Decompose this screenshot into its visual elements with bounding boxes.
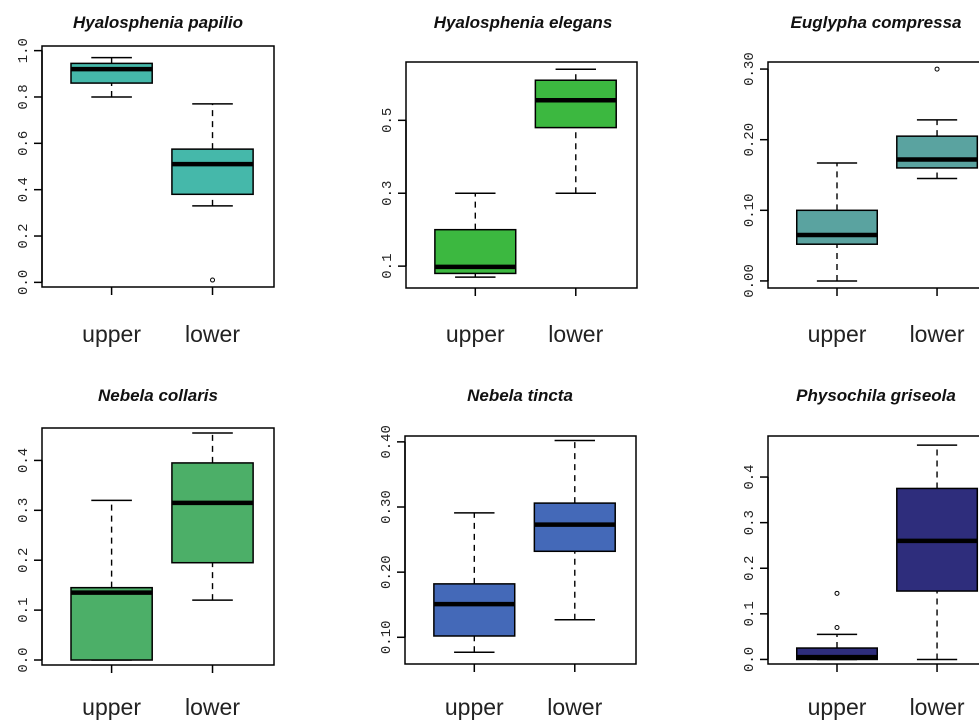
y-tick-label: 0.1 <box>380 254 396 279</box>
panel-title: Hyalosphenia papilio <box>73 13 243 32</box>
panel-4: Nebela collaris 0.0 0.1 0.2 0.3 0.4 upper lower <box>16 386 275 720</box>
y-tick-label: 0.0 <box>16 647 32 672</box>
category-label-lower: lower <box>185 694 240 720</box>
panel-title: Nebela tincta <box>467 386 573 405</box>
plot-frame <box>767 61 979 289</box>
panel-1: Hyalosphenia papilio 0.0 0.2 0.4 0.6 0.8 1.0 up… <box>16 13 275 347</box>
y-tick-label: 0.2 <box>16 223 32 248</box>
y-tick-label: 0.8 <box>16 84 32 109</box>
box-lower <box>533 439 616 621</box>
outlier-point <box>934 66 940 72</box>
panel-title: Euglypha compressa <box>790 13 961 32</box>
y-tick-label: 0.10 <box>379 620 395 654</box>
iqr-box <box>70 586 153 661</box>
outlier-point <box>834 590 840 596</box>
iqr-box <box>171 148 254 196</box>
y-tick-label: 1.0 <box>16 38 32 63</box>
category-label-upper: upper <box>808 694 867 720</box>
iqr-box <box>534 79 617 129</box>
y-tick-label: 0.2 <box>16 548 32 573</box>
y-tick-label: 0.4 <box>16 448 32 473</box>
category-label-lower: lower <box>548 321 603 347</box>
panel-2: Hyalosphenia elegans 0.1 0.3 0.5 upper lower <box>380 13 638 347</box>
y-tick-label: 0.30 <box>742 52 758 86</box>
iqr-box <box>796 647 878 661</box>
y-tick-label: 0.6 <box>16 131 32 156</box>
box-upper <box>70 499 153 661</box>
category-label-lower: lower <box>910 321 965 347</box>
y-tick-label: 0.20 <box>379 555 395 589</box>
panel-title: Hyalosphenia elegans <box>434 13 613 32</box>
category-label-upper: upper <box>445 694 504 720</box>
panel-title: Physochila griseola <box>796 386 956 405</box>
iqr-box <box>433 583 516 637</box>
iqr-box <box>796 209 878 245</box>
y-tick-label: 0.0 <box>16 270 32 295</box>
panel-5: Nebela tincta 0.10 0.20 0.30 0.40 upper lower <box>379 386 637 720</box>
y-tick-label: 0.20 <box>742 123 758 157</box>
y-tick-label: 0.5 <box>380 108 396 133</box>
y-tick-label: 0.4 <box>742 464 758 489</box>
box-lower <box>534 68 617 194</box>
y-tick-label: 0.0 <box>742 647 758 672</box>
outlier-point <box>210 277 216 283</box>
y-tick-label: 0.3 <box>16 498 32 523</box>
y-tick-label: 0.10 <box>742 194 758 228</box>
y-tick-label: 0.1 <box>16 598 32 623</box>
y-tick-label: 0.3 <box>742 510 758 535</box>
box-upper <box>433 512 516 654</box>
category-label-lower: lower <box>547 694 602 720</box>
box-upper <box>796 590 878 661</box>
category-label-lower: lower <box>910 694 965 720</box>
category-label-upper: upper <box>82 694 141 720</box>
box-lower <box>896 444 979 661</box>
y-tick-label: 0.1 <box>742 601 758 626</box>
outlier-point <box>834 625 840 631</box>
y-tick-label: 0.00 <box>742 264 758 298</box>
iqr-box <box>896 135 979 169</box>
iqr-box <box>70 62 153 84</box>
iqr-box <box>533 502 616 553</box>
category-label-upper: upper <box>82 321 141 347</box>
y-tick-label: 0.40 <box>379 425 395 459</box>
panel-3: Euglypha compressa 0.00 0.10 0.20 0.30 upper l… <box>742 13 979 347</box>
box-lower <box>896 66 979 180</box>
y-tick-label: 0.30 <box>379 490 395 524</box>
category-label-lower: lower <box>185 321 240 347</box>
y-tick-label: 0.2 <box>742 556 758 581</box>
box-lower <box>171 103 254 283</box>
category-label-upper: upper <box>808 321 867 347</box>
y-tick-label: 0.4 <box>16 177 32 202</box>
box-upper <box>796 162 878 282</box>
y-tick-label: 0.3 <box>380 181 396 206</box>
panel-title: Nebela collaris <box>98 386 218 405</box>
box-upper <box>434 192 517 278</box>
panel-6: Physochila griseola 0.0 0.1 0.2 0.3 0.4 upper l… <box>742 386 979 720</box>
box-lower <box>171 432 254 601</box>
iqr-box <box>171 462 254 564</box>
box-upper <box>70 56 153 98</box>
category-label-upper: upper <box>446 321 505 347</box>
